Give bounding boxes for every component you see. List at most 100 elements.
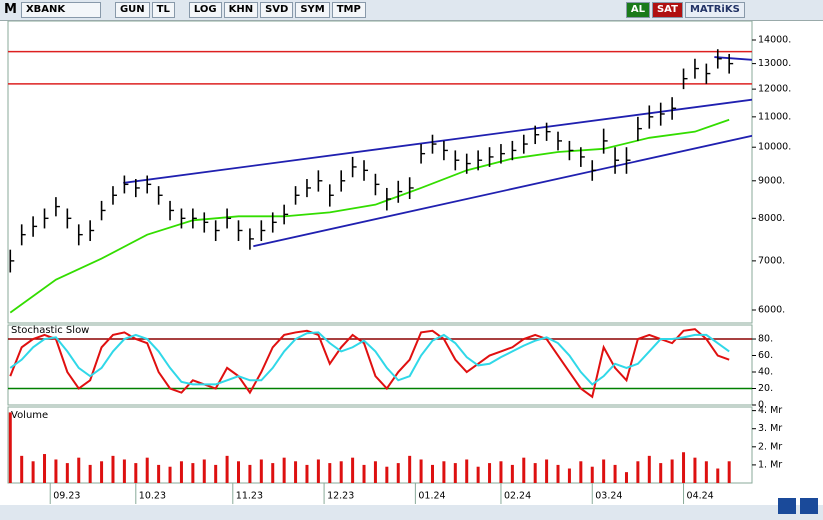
buy-button[interactable]: AL	[625, 2, 650, 18]
volume-bar	[682, 452, 686, 483]
oscillator-line	[9, 328, 730, 399]
volume-bar	[77, 457, 81, 483]
y-tick-label: 2. Mr	[758, 441, 782, 452]
volume-panel	[7, 406, 753, 484]
volume-bar	[65, 463, 69, 483]
x-tick-label: 03.24	[595, 491, 622, 502]
volume-bar	[294, 461, 298, 483]
volume-bar	[214, 464, 218, 483]
volume-bar	[613, 464, 617, 483]
volume-bar	[237, 461, 241, 483]
panel-title: Volume	[11, 410, 48, 421]
volume-bar	[670, 459, 674, 483]
y-tick-label: 60.	[758, 350, 773, 361]
y-tick-label: 11000.	[758, 111, 791, 122]
x-tick-label: 09.23	[53, 491, 80, 502]
volume-bar	[168, 466, 172, 483]
x-tick-label: 02.24	[504, 491, 531, 502]
volume-bar	[488, 463, 492, 483]
sell-button[interactable]: SAT	[651, 2, 683, 18]
volume-bar	[43, 454, 47, 483]
volume-bar	[579, 461, 583, 483]
price-panel	[7, 20, 753, 324]
button[interactable]: LOG	[188, 2, 222, 18]
y-tick-label: 6000.	[758, 304, 785, 315]
button[interactable]: TMP	[331, 2, 366, 18]
button[interactable]: GUN	[114, 2, 150, 18]
y-tick-label: 4. Mr	[758, 405, 782, 416]
y-tick-label: 80.	[758, 334, 773, 345]
volume-bar	[8, 412, 12, 483]
y-tick-label: 12000.	[758, 84, 791, 95]
toolbar: M XBANK GUN TL LOG KHN SVD SYM TMP AL SA…	[0, 0, 823, 21]
logo: M	[4, 2, 17, 17]
moving-average	[9, 118, 730, 314]
price-layer	[8, 49, 752, 314]
volume-bar	[100, 461, 104, 483]
volume-bar	[510, 464, 514, 483]
oscillator-line	[9, 331, 730, 386]
x-tick-label: 01.24	[418, 491, 445, 502]
volume-bar	[157, 464, 161, 483]
volume-bar	[647, 455, 651, 483]
panel-title: Stochastic Slow	[11, 325, 89, 336]
volume-bar	[624, 472, 628, 483]
volume-bar	[259, 459, 263, 483]
volume-bar	[419, 459, 423, 483]
volume-bar	[362, 464, 366, 483]
brand: MATRiKS	[684, 2, 745, 18]
volume-bar	[305, 464, 309, 483]
volume-bar	[373, 461, 377, 483]
volume-bar	[54, 459, 58, 483]
y-tick-label: 1. Mr	[758, 459, 782, 470]
volume-bar	[202, 459, 206, 483]
volume-bar	[602, 459, 606, 483]
volume-bar	[522, 457, 526, 483]
volume-bar	[134, 463, 138, 483]
y-tick-label: 14000.	[758, 34, 791, 45]
volume-bar	[716, 468, 720, 483]
symbol-box[interactable]: XBANK	[20, 2, 101, 18]
button[interactable]: SVD	[260, 2, 294, 18]
volume-bar	[179, 461, 183, 483]
trend-line	[253, 134, 752, 248]
y-tick-label: 13000.	[758, 58, 791, 69]
settings-button[interactable]	[800, 498, 818, 514]
volume-bar	[225, 455, 229, 483]
volume-bar	[191, 463, 195, 483]
refresh-button[interactable]	[778, 498, 796, 514]
volume-bar	[533, 463, 537, 483]
button[interactable]: KHN	[223, 2, 259, 18]
y-tick-label: 9000.	[758, 175, 785, 186]
volume-bar	[499, 461, 503, 483]
button[interactable]: TL	[151, 2, 175, 18]
y-tick-label: 3. Mr	[758, 423, 782, 434]
volume-bar	[339, 461, 343, 483]
volume-bar	[408, 455, 412, 483]
volume-bar	[453, 463, 457, 483]
y-tick-label: 7000.	[758, 255, 785, 266]
x-tick-label: 10.23	[139, 491, 166, 502]
volume-bar	[430, 464, 434, 483]
volume-bar	[145, 457, 149, 483]
status-bar	[0, 505, 823, 520]
volume-bar	[31, 461, 35, 483]
trend-line	[714, 56, 752, 61]
volume-bar	[545, 459, 549, 483]
x-tick-label: 04.24	[687, 491, 714, 502]
y-tick-label: 40.	[758, 367, 773, 378]
volume-bar	[590, 466, 594, 483]
volume-bar	[465, 459, 469, 483]
volume-bar	[282, 457, 286, 483]
button[interactable]: SYM	[295, 2, 330, 18]
volume-bar	[316, 459, 320, 483]
volume-bar	[122, 459, 126, 483]
x-tick-label: 11.23	[236, 491, 263, 502]
volume-bar	[442, 461, 446, 483]
volume-bar	[396, 463, 400, 483]
volume-bar	[704, 461, 708, 483]
x-tick-label: 12.23	[327, 491, 354, 502]
volume-bar	[88, 464, 92, 483]
